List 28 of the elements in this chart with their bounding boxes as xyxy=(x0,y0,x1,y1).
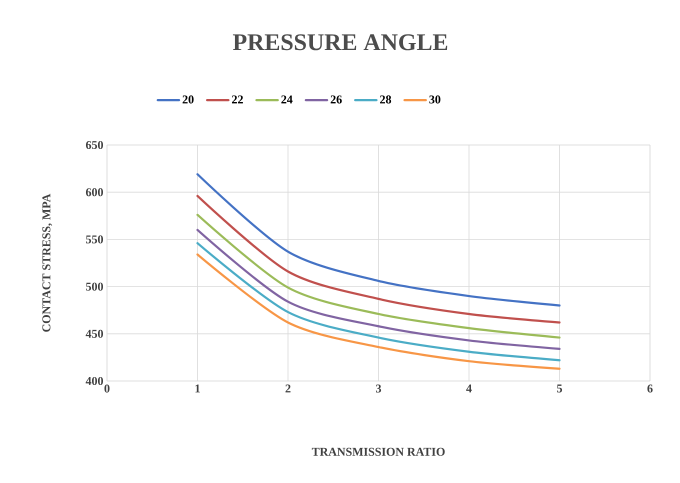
legend-label: 30 xyxy=(429,95,440,104)
line-series xyxy=(196,253,561,370)
line-series xyxy=(196,173,561,307)
line-series xyxy=(196,194,561,324)
chart-title: PRESSURE ANGLE xyxy=(232,34,448,50)
y-tick-label: 500 xyxy=(86,282,104,291)
x-tick-label: 3 xyxy=(376,384,382,393)
x-tick-label: 6 xyxy=(647,384,653,393)
legend-label: 24 xyxy=(281,95,293,104)
x-tick-label: 1 xyxy=(195,384,200,392)
y-tick-label: 550 xyxy=(86,235,104,244)
y-tick-label: 650 xyxy=(86,140,104,150)
line-series xyxy=(196,228,561,350)
x-tick-label: 2 xyxy=(286,384,290,392)
legend-label: 28 xyxy=(380,95,392,104)
x-tick-label: 5 xyxy=(556,384,562,392)
y-axis-title: CONTACT STRESS, MPA xyxy=(42,194,52,332)
y-tick-label: 450 xyxy=(86,330,104,338)
legend-label: 22 xyxy=(232,95,243,104)
x-tick-label: 0 xyxy=(104,384,110,393)
legend-label: 20 xyxy=(182,95,194,104)
x-axis-title: TRANSMISSION RATIO xyxy=(312,448,445,456)
x-tick-label: 4 xyxy=(466,384,472,392)
y-tick-label: 600 xyxy=(86,188,104,196)
line-series xyxy=(196,214,561,339)
line-series xyxy=(196,242,561,362)
y-tick-label: 400 xyxy=(86,376,104,386)
legend-label: 26 xyxy=(330,95,342,104)
